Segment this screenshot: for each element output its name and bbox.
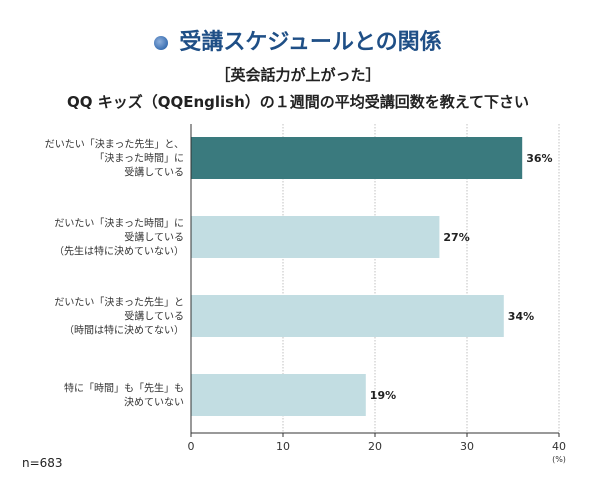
bar bbox=[191, 216, 440, 258]
category-label: 受講している bbox=[124, 166, 184, 179]
category-label: 「決まった時間」に bbox=[94, 153, 184, 165]
category-label: 決めていない bbox=[124, 397, 184, 409]
bar bbox=[191, 374, 366, 416]
category-label: 特に「時間」も「先生」も bbox=[64, 382, 184, 395]
category-label: 受講している bbox=[124, 310, 184, 323]
x-tick-label: 10 bbox=[276, 440, 290, 453]
x-tick-label: 40 bbox=[552, 440, 566, 453]
category-label: （時間は特に決めてない） bbox=[64, 325, 184, 337]
chart-title-row: 受講スケジュールとの関係 bbox=[0, 24, 596, 56]
bar bbox=[191, 137, 523, 179]
category-label: だいたい「決まった時間」に bbox=[54, 218, 184, 230]
sample-size-note: n=683 bbox=[22, 456, 63, 470]
chart-title: 受講スケジュールとの関係 bbox=[179, 30, 442, 55]
question-line-2: QQ キッズ（QQEnglish）の１週間の平均受講回数を教えて下さい bbox=[66, 93, 530, 111]
bar bbox=[191, 295, 504, 337]
category-label: （先生は特に決めていない） bbox=[54, 245, 184, 258]
data-label: 36% bbox=[526, 152, 552, 165]
data-label: 19% bbox=[370, 389, 396, 402]
data-label: 34% bbox=[508, 310, 534, 323]
data-label: 27% bbox=[443, 231, 469, 244]
question-line-1: ［英会話力が上がった］ bbox=[215, 66, 381, 84]
bullet-dot-icon bbox=[154, 35, 169, 50]
category-label: だいたい「決まった先生」と、 bbox=[45, 138, 184, 151]
x-tick-label: 20 bbox=[368, 440, 382, 453]
x-tick-label: 0 bbox=[188, 440, 195, 453]
category-label: だいたい「決まった先生」と bbox=[54, 296, 184, 309]
x-unit-label: (%) bbox=[552, 455, 566, 464]
category-label: 受講している bbox=[124, 231, 184, 244]
x-tick-label: 30 bbox=[460, 440, 474, 453]
